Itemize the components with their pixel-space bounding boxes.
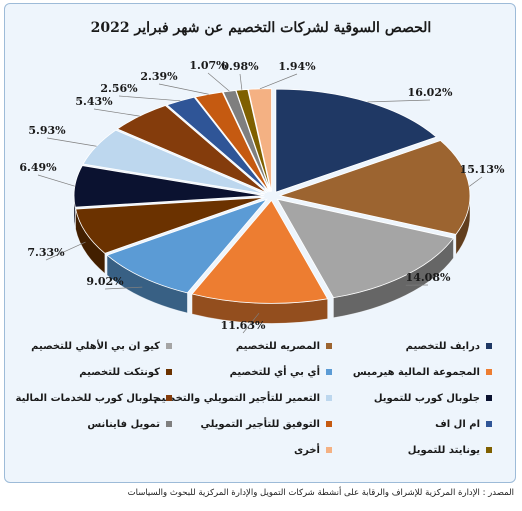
- data-label: 9.02%: [86, 275, 124, 288]
- data-label: 16.02%: [408, 86, 453, 99]
- chart-title: الحصص السوقية لشركات التخصيم عن شهر فبرا…: [90, 20, 432, 36]
- data-label: 7.33%: [27, 246, 65, 259]
- pie-slice: [106, 198, 269, 294]
- leader-line: [207, 72, 230, 92]
- pie-slice: [275, 88, 438, 193]
- source-note: المصدر : الإدارة المركزية للإشراف والرقا…: [127, 488, 514, 498]
- data-label: 5.93%: [28, 124, 66, 137]
- data-label: 1.94%: [278, 60, 316, 73]
- leader-line: [367, 99, 431, 103]
- leader-line: [93, 108, 140, 117]
- leader-line: [239, 73, 243, 90]
- pie-slice: [191, 199, 329, 304]
- leader-line: [242, 312, 260, 334]
- leader-line: [259, 73, 298, 90]
- data-label: 15.13%: [460, 163, 505, 176]
- data-label: 14.08%: [406, 271, 451, 284]
- pie-chart: 16.02% 15.13% 14.08% 11.63% 9.02% 7.33% 6.49% 5…: [19, 59, 505, 334]
- data-label: 11.63%: [221, 319, 266, 332]
- data-label: 6.49%: [19, 161, 57, 174]
- data-label: 2.39%: [140, 70, 178, 83]
- pie-slice: [73, 165, 265, 208]
- leader-line: [118, 95, 181, 102]
- data-label: 0.98%: [221, 60, 259, 73]
- leader-line: [158, 83, 209, 95]
- leader-line: [45, 241, 86, 261]
- data-label: 5.43%: [75, 95, 113, 108]
- pie-slice: [276, 198, 455, 299]
- data-label: 1.07%: [189, 59, 227, 72]
- data-label: 2.56%: [100, 82, 138, 95]
- leader-line: [37, 174, 75, 187]
- pie-slice: [75, 197, 265, 254]
- pie-slice: [82, 129, 266, 195]
- leader-line: [104, 286, 143, 290]
- pie-slice: [116, 105, 267, 194]
- leader-line: [469, 176, 483, 187]
- leader-line: [46, 137, 97, 147]
